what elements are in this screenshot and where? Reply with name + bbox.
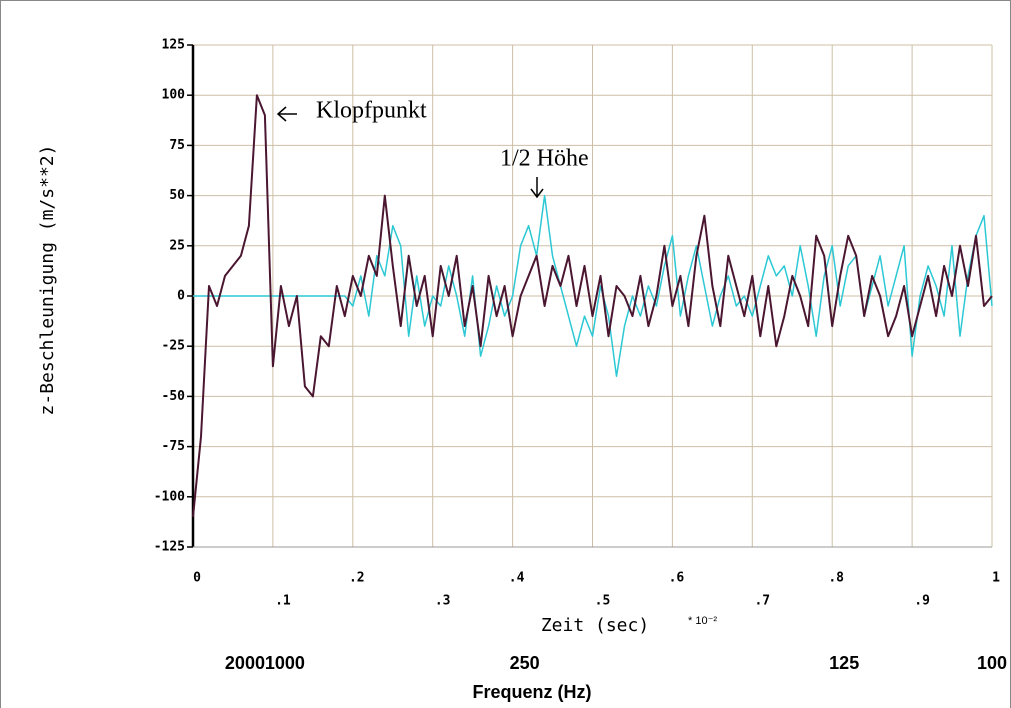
x-tick-label: 1 bbox=[992, 571, 1000, 586]
y-tick-label: 25 bbox=[169, 238, 185, 253]
x-tick-label: .6 bbox=[669, 571, 685, 586]
x-tick-label: .8 bbox=[828, 571, 844, 586]
x-tick-label: .7 bbox=[754, 594, 770, 609]
x2-tick-label: 2000 bbox=[225, 653, 265, 673]
y-tick-label: -75 bbox=[162, 439, 185, 454]
series-line bbox=[192, 94, 993, 517]
annotation: Klopfpunkt bbox=[316, 98, 427, 124]
x2-tick-label: 1000 bbox=[265, 653, 305, 673]
y-tick-label: -125 bbox=[154, 540, 185, 555]
x-tick-label: .4 bbox=[509, 571, 525, 586]
y-tick-label: -50 bbox=[162, 389, 186, 404]
annotation-arrow bbox=[276, 106, 297, 122]
y-tick-label: 50 bbox=[169, 188, 185, 203]
annotation: 1/2 Höhe bbox=[500, 146, 589, 172]
x-tick-label: .1 bbox=[275, 594, 291, 609]
y-tick-label: 100 bbox=[162, 88, 186, 103]
x-tick-label: .5 bbox=[595, 594, 611, 609]
x-tick-label: .2 bbox=[349, 571, 365, 586]
x2-tick-label: 125 bbox=[829, 653, 859, 673]
lines bbox=[192, 94, 993, 517]
x2-tick-label: 100 bbox=[977, 653, 1007, 673]
x-tick-label: .9 bbox=[914, 594, 930, 609]
x-tick-label: 0 bbox=[193, 571, 201, 586]
y-tick-label: 125 bbox=[162, 38, 185, 53]
y-tick-label: -25 bbox=[162, 339, 185, 354]
y-tick-label: -100 bbox=[154, 489, 185, 504]
annotation-arrow bbox=[530, 177, 544, 199]
x-axis-label: Zeit (sec) bbox=[541, 615, 649, 636]
y-tick-label: 75 bbox=[169, 138, 185, 153]
x2-tick-label: 250 bbox=[510, 653, 540, 673]
x-axis-unit: * 10⁻² bbox=[688, 615, 717, 627]
y-tick-label: 0 bbox=[177, 289, 185, 304]
x-tick-label: .3 bbox=[435, 594, 451, 609]
y-axis-label: z-Beschleunigung (m/s**2) bbox=[37, 145, 58, 416]
x2-axis-label: Frequenz (Hz) bbox=[473, 682, 592, 702]
